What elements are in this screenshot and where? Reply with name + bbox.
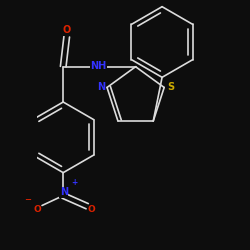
Text: S: S xyxy=(167,82,174,92)
Text: −: − xyxy=(24,195,32,204)
Text: O: O xyxy=(88,205,95,214)
Text: +: + xyxy=(71,178,78,187)
Text: O: O xyxy=(33,205,41,214)
Text: NH: NH xyxy=(90,61,107,71)
Text: N: N xyxy=(97,82,105,92)
Text: O: O xyxy=(62,25,71,35)
Text: N: N xyxy=(60,187,68,197)
